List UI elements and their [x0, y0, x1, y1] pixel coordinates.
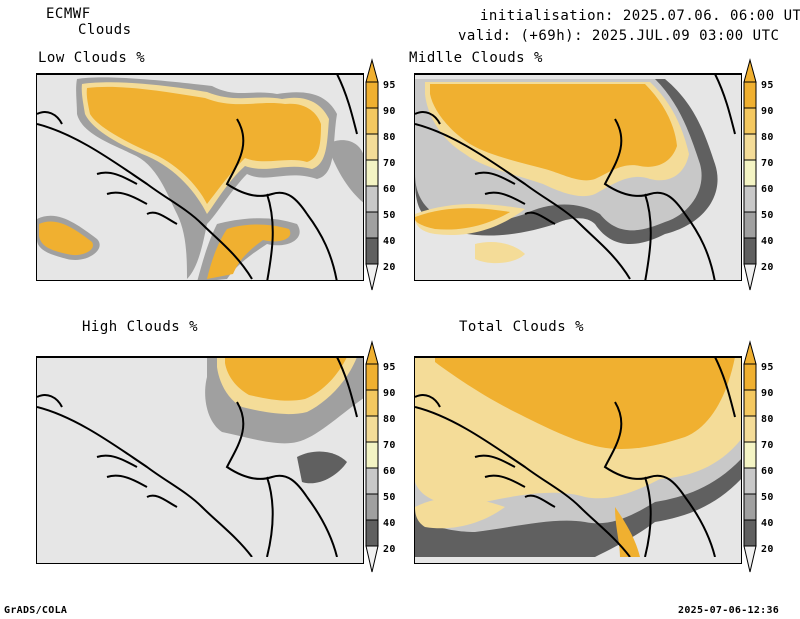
cbar-middle-40: 40 — [761, 236, 774, 247]
cbar-high-70: 70 — [383, 440, 396, 451]
cbar-high-20: 20 — [383, 544, 396, 555]
total-clouds-field — [415, 357, 741, 557]
cbar-middle-60: 60 — [761, 184, 774, 195]
map-panel-low — [36, 73, 364, 281]
cbar-low-60: 60 — [383, 184, 396, 195]
panel-title-middle: Midlle Clouds % — [409, 50, 543, 66]
cbar-low-70: 70 — [383, 158, 396, 169]
colorbar-low-scale — [365, 58, 379, 291]
cbar-high-95: 95 — [383, 362, 396, 373]
high-clouds-field — [37, 357, 363, 557]
cbar-total-50: 50 — [761, 492, 774, 503]
cbar-high-60: 60 — [383, 466, 396, 477]
cbar-high-50: 50 — [383, 492, 396, 503]
cbar-low-20: 20 — [383, 262, 396, 273]
valid-time-label: valid: (+69h): 2025.JUL.09 03:00 UTC — [458, 28, 780, 44]
colorbar-high: 95 90 80 70 60 50 40 20 — [362, 340, 406, 580]
cbar-middle-70: 70 — [761, 158, 774, 169]
colorbar-low: 95 90 80 70 60 50 40 20 — [362, 58, 406, 298]
panel-title-low: Low Clouds % — [38, 50, 146, 66]
cbar-low-80: 80 — [383, 132, 396, 143]
cbar-low-90: 90 — [383, 106, 396, 117]
colorbar-middle: 95 90 80 70 60 50 40 20 — [740, 58, 784, 298]
cbar-low-95: 95 — [383, 80, 396, 91]
model-label: ECMWF — [46, 6, 91, 22]
cbar-total-20: 20 — [761, 544, 774, 555]
cbar-total-70: 70 — [761, 440, 774, 451]
cbar-high-40: 40 — [383, 518, 396, 529]
cbar-high-80: 80 — [383, 414, 396, 425]
cbar-total-40: 40 — [761, 518, 774, 529]
product-label: Clouds — [78, 22, 132, 38]
cbar-middle-50: 50 — [761, 210, 774, 221]
colorbar-high-scale — [365, 340, 379, 573]
colorbar-middle-scale — [743, 58, 757, 291]
map-panel-total — [414, 356, 742, 564]
cbar-middle-95: 95 — [761, 80, 774, 91]
initialisation-label: initialisation: 2025.07.06. 06:00 UTC — [480, 8, 800, 24]
panel-title-total: Total Clouds % — [459, 319, 585, 335]
map-panel-middle — [414, 73, 742, 281]
panel-title-high: High Clouds % — [82, 319, 199, 335]
cbar-high-90: 90 — [383, 388, 396, 399]
cbar-middle-20: 20 — [761, 262, 774, 273]
colorbar-total-scale — [743, 340, 757, 573]
cbar-middle-80: 80 — [761, 132, 774, 143]
cbar-total-80: 80 — [761, 414, 774, 425]
cbar-low-50: 50 — [383, 210, 396, 221]
cbar-total-95: 95 — [761, 362, 774, 373]
colorbar-total: 95 90 80 70 60 50 40 20 — [740, 340, 784, 580]
map-panel-high — [36, 356, 364, 564]
footer-software-credit: GrADS/COLA — [4, 605, 68, 616]
low-clouds-field — [37, 74, 363, 280]
cbar-low-40: 40 — [383, 236, 396, 247]
cbar-total-90: 90 — [761, 388, 774, 399]
cbar-middle-90: 90 — [761, 106, 774, 117]
cbar-total-60: 60 — [761, 466, 774, 477]
footer-timestamp: 2025-07-06-12:36 — [678, 605, 780, 616]
middle-clouds-field — [415, 74, 741, 280]
